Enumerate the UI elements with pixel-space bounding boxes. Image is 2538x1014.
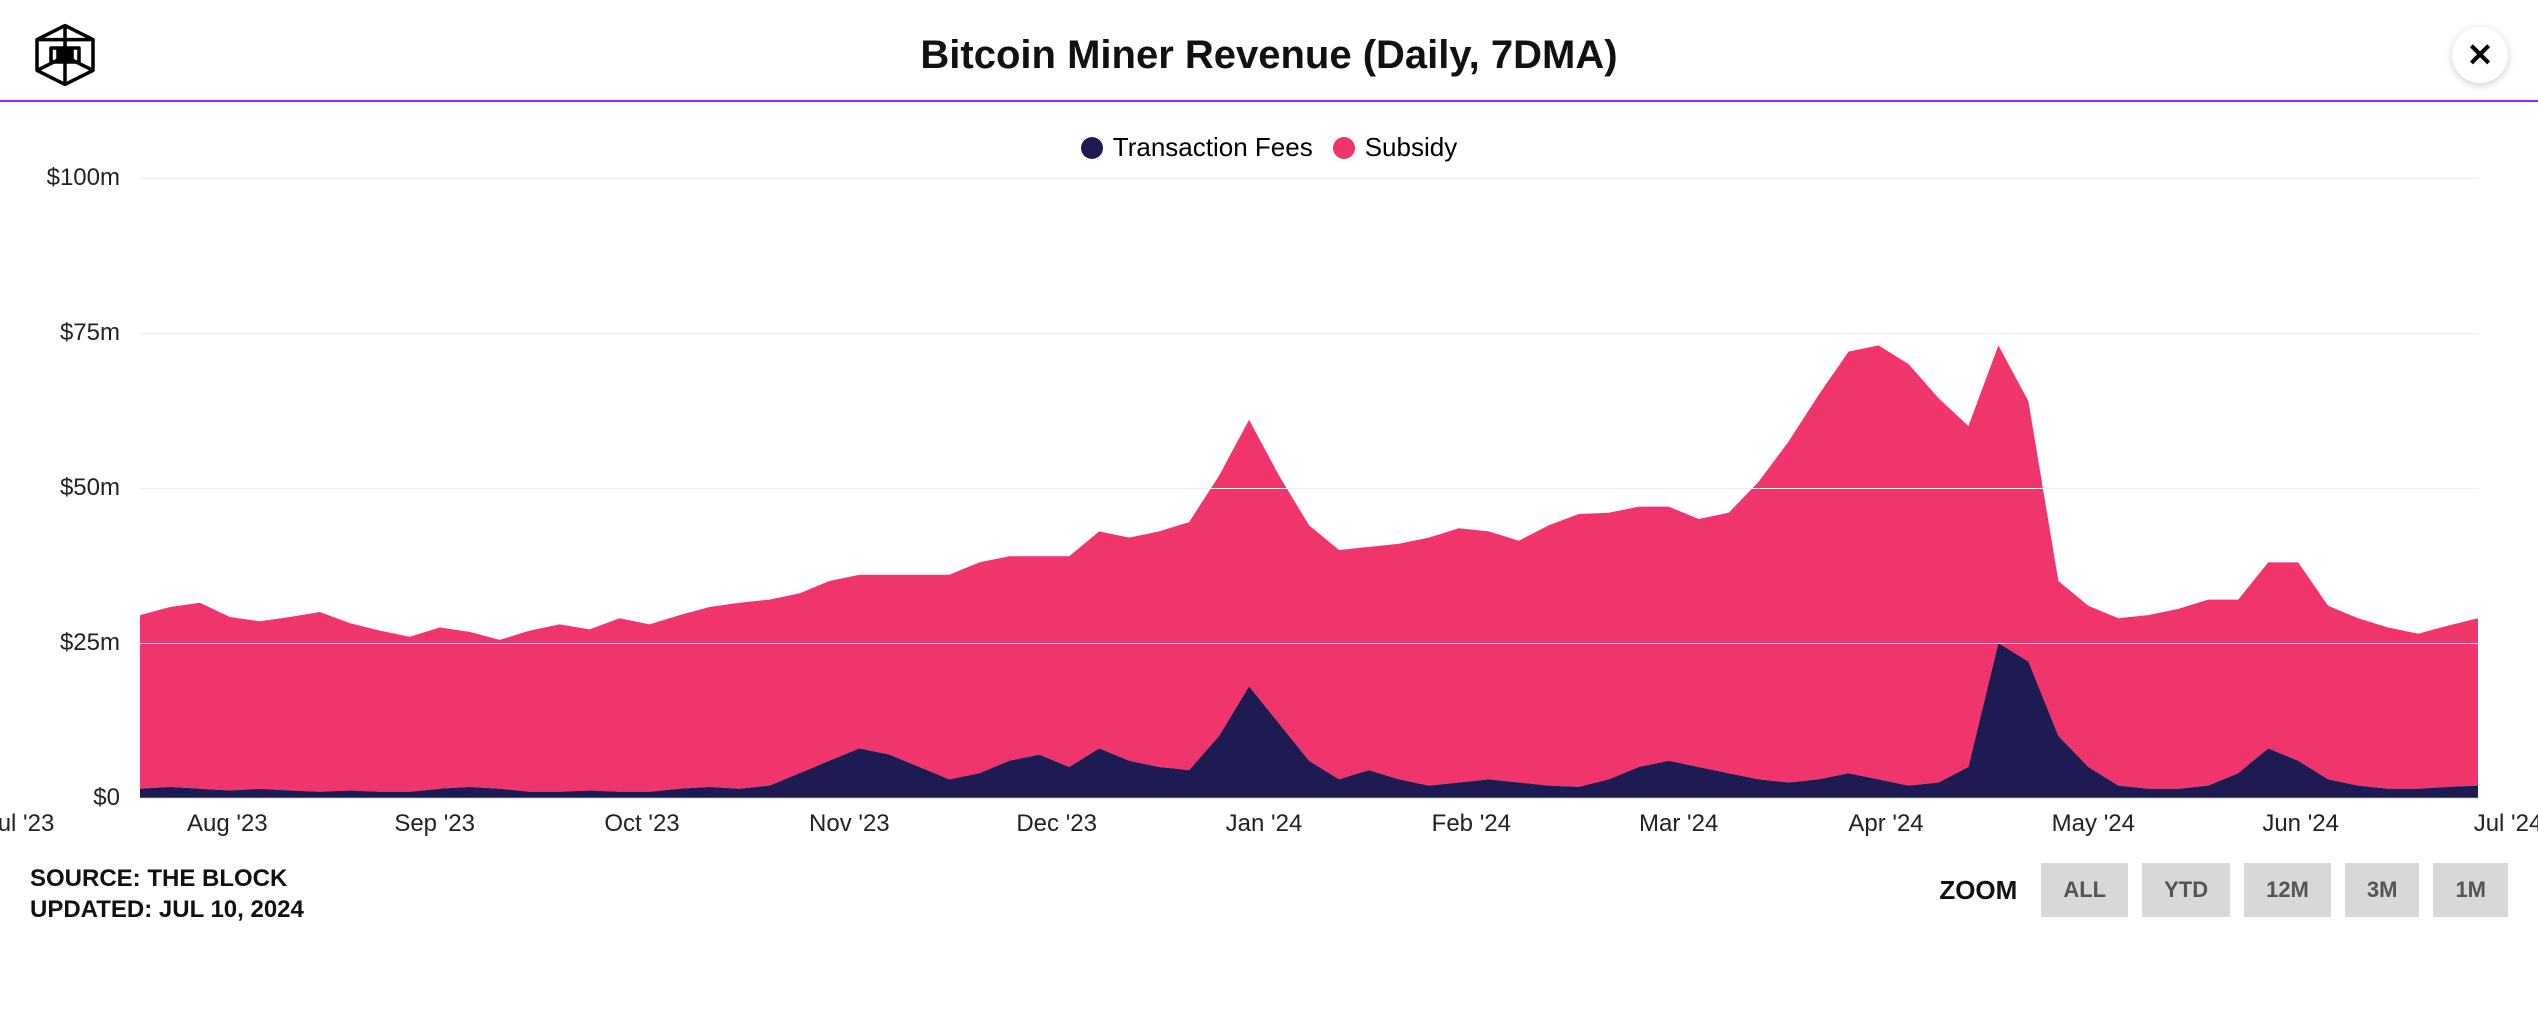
zoom-button-1m[interactable]: 1M [2433,863,2508,917]
y-axis: $0$25m$50m$75m$100m [20,178,130,798]
legend-item[interactable]: Transaction Fees [1081,132,1313,163]
zoom-button-3m[interactable]: 3M [2345,863,2420,917]
zoom-button-12m[interactable]: 12M [2244,863,2331,917]
y-tick: $25m [60,629,120,657]
legend-item[interactable]: Subsidy [1333,132,1458,163]
chart-area: $0$25m$50m$75m$100m [20,178,2508,798]
y-tick: $100m [47,164,120,192]
zoom-controls: ZOOM ALL YTD 12M 3M1M [1939,863,2508,917]
logo-icon [30,20,100,90]
x-tick: Aug '23 [187,810,268,838]
grid-line [140,643,2478,644]
x-tick: Oct '23 [604,810,679,838]
y-tick: $50m [60,474,120,502]
close-button[interactable]: ✕ [2452,27,2508,83]
x-tick: Jul '24 [2474,810,2538,838]
zoom-label: ZOOM [1939,875,2017,906]
x-tick: Mar '24 [1639,810,1718,838]
legend-label: Transaction Fees [1113,132,1313,163]
footer: SOURCE: THE BLOCK UPDATED: JUL 10, 2024 … [0,848,2538,925]
y-tick: $75m [60,319,120,347]
chart-title: Bitcoin Miner Revenue (Daily, 7DMA) [920,33,1617,78]
source-line-2: UPDATED: JUL 10, 2024 [30,894,304,925]
x-tick: May '24 [2052,810,2135,838]
x-axis: Jul '23Aug '23Sep '23Oct '23Nov '23Dec '… [20,798,2508,848]
x-tick: Jan '24 [1226,810,1303,838]
legend-dot [1333,137,1355,159]
close-icon: ✕ [2467,36,2494,74]
chart: $0$25m$50m$75m$100m Jul '23Aug '23Sep '2… [0,178,2538,848]
legend: Transaction Fees Subsidy [0,102,2538,178]
x-tick: Dec '23 [1016,810,1097,838]
grid-line [140,333,2478,334]
zoom-button-ytd[interactable]: YTD [2142,863,2230,917]
area-subsidy [140,345,2478,791]
zoom-button-all[interactable]: ALL [2041,863,2128,917]
source-line-1: SOURCE: THE BLOCK [30,863,304,894]
x-tick: Nov '23 [809,810,890,838]
source-text: SOURCE: THE BLOCK UPDATED: JUL 10, 2024 [30,863,304,925]
x-tick: Feb '24 [1432,810,1511,838]
legend-dot [1081,137,1103,159]
header: Bitcoin Miner Revenue (Daily, 7DMA) ✕ [0,0,2538,102]
grid-line [140,488,2478,489]
grid-line [140,178,2478,179]
legend-label: Subsidy [1365,132,1458,163]
x-tick: Jul '23 [0,810,54,838]
x-tick: Apr '24 [1848,810,1923,838]
x-tick: Jun '24 [2262,810,2339,838]
x-tick: Sep '23 [394,810,475,838]
